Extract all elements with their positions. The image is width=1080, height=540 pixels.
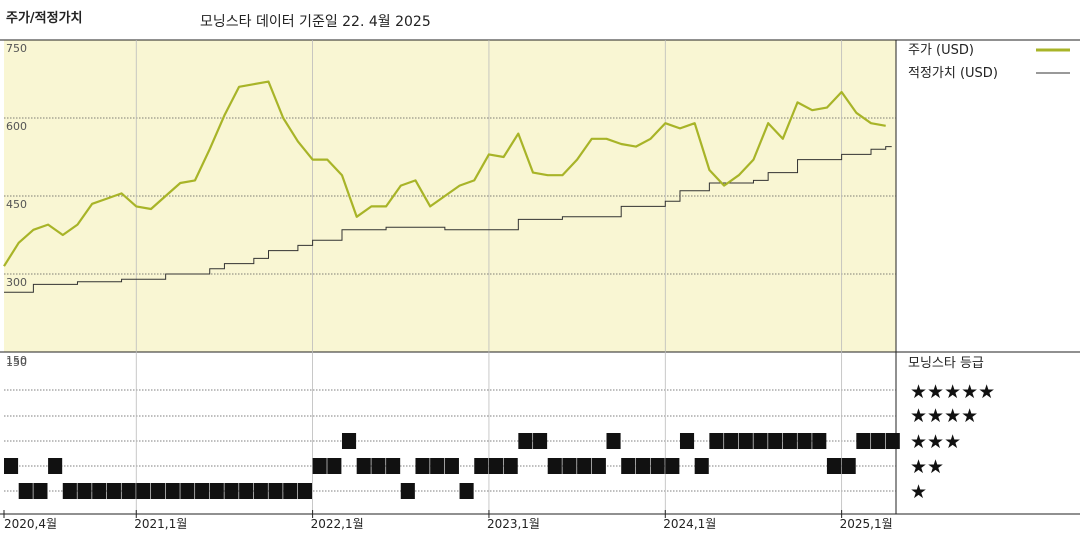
rating-legend-3-stars: ★★★ [910, 431, 961, 453]
rating-mark [562, 458, 577, 474]
chart-subtitle: 모닝스타 데이터 기준일 22. 4월 2025 [200, 14, 431, 30]
rating-mark [547, 458, 562, 474]
rating-mark [77, 483, 92, 499]
legend-price-label: 주가 (USD) [908, 43, 974, 58]
rating-mark [782, 433, 797, 449]
rating-mark [283, 483, 298, 499]
rating-mark [812, 433, 827, 449]
chart-title: 주가/적정가치 [6, 10, 83, 26]
rating-mark [121, 483, 136, 499]
rating-mark [209, 483, 224, 499]
y-tick-label: 750 [6, 42, 27, 55]
rating-mark [386, 458, 401, 474]
rating-legend-1-star: ★ [910, 481, 927, 503]
rating-mark [591, 458, 606, 474]
rating-mark [415, 458, 430, 474]
rating-mark [165, 483, 180, 499]
rating-mark [4, 458, 19, 474]
rating-mark [444, 458, 459, 474]
rating-mark [150, 483, 166, 499]
rating-mark [488, 458, 504, 474]
rating-mark [856, 433, 871, 449]
rating-mark [665, 458, 680, 474]
price-line [3, 80, 886, 267]
rating-mark [268, 483, 283, 499]
rating-mark [826, 458, 842, 474]
rating-mark [503, 458, 518, 474]
rating-mark [474, 458, 489, 474]
rating-mark [459, 483, 474, 499]
price-plot-area [4, 40, 896, 352]
rating-mark [239, 483, 254, 499]
rating-legend-2-stars: ★★ [910, 456, 944, 478]
rating-mark [518, 433, 533, 449]
rating-mark [327, 458, 342, 474]
y-tick-label: 300 [6, 276, 27, 289]
rating-mark [621, 458, 636, 474]
rating-mark [400, 483, 415, 499]
rating-mark [797, 433, 812, 449]
rating-mark [724, 433, 739, 449]
rating-mark [48, 458, 63, 474]
rating-mark [679, 433, 695, 449]
rating-mark [753, 433, 768, 449]
legend-fair-value-label: 적정가치 (USD) [908, 66, 998, 81]
rating-mark [195, 483, 210, 499]
rating-legend-5-stars: ★★★★★ [910, 381, 995, 403]
rating-mark [92, 483, 107, 499]
rating-mark [312, 458, 327, 474]
rating-mark [871, 433, 886, 449]
rating-mark [297, 483, 312, 499]
rating-mark [430, 458, 445, 474]
rating-mark [885, 433, 900, 449]
rating-mark [106, 483, 121, 499]
rating-legend-4-stars: ★★★★ [910, 405, 978, 427]
rating-mark [62, 483, 77, 499]
y-tick-label: 150 [6, 354, 27, 367]
rating-mark [356, 458, 371, 474]
y-tick-label: 600 [6, 120, 27, 133]
rating-mark [606, 433, 621, 449]
rating-mark [533, 433, 548, 449]
x-tick-label: 2020,4월 [4, 517, 57, 531]
x-tick-label: 2022,1월 [311, 517, 364, 531]
rating-mark [694, 458, 709, 474]
rating-mark [577, 458, 592, 474]
rating-mark [650, 458, 665, 474]
rating-panel-tick-label: 150 [6, 356, 27, 369]
rating-mark [635, 458, 650, 474]
fair-value-line [4, 146, 892, 293]
rating-mark [371, 458, 386, 474]
rating-mark [224, 483, 239, 499]
rating-mark [253, 483, 268, 499]
rating-mark [709, 433, 724, 449]
rating-mark [341, 433, 357, 449]
rating-mark [18, 483, 33, 499]
x-tick-label: 2023,1월 [487, 517, 540, 531]
x-tick-label: 2025,1월 [840, 517, 893, 531]
rating-mark [33, 483, 48, 499]
rating-mark [841, 458, 856, 474]
rating-mark [136, 483, 151, 499]
rating-mark [768, 433, 783, 449]
y-tick-label: 450 [6, 198, 27, 211]
x-tick-label: 2024,1월 [663, 517, 716, 531]
rating-legend-title: 모닝스타 등급 [908, 356, 984, 371]
rating-mark [738, 433, 753, 449]
rating-mark [180, 483, 195, 499]
x-tick-label: 2021,1월 [134, 517, 187, 531]
